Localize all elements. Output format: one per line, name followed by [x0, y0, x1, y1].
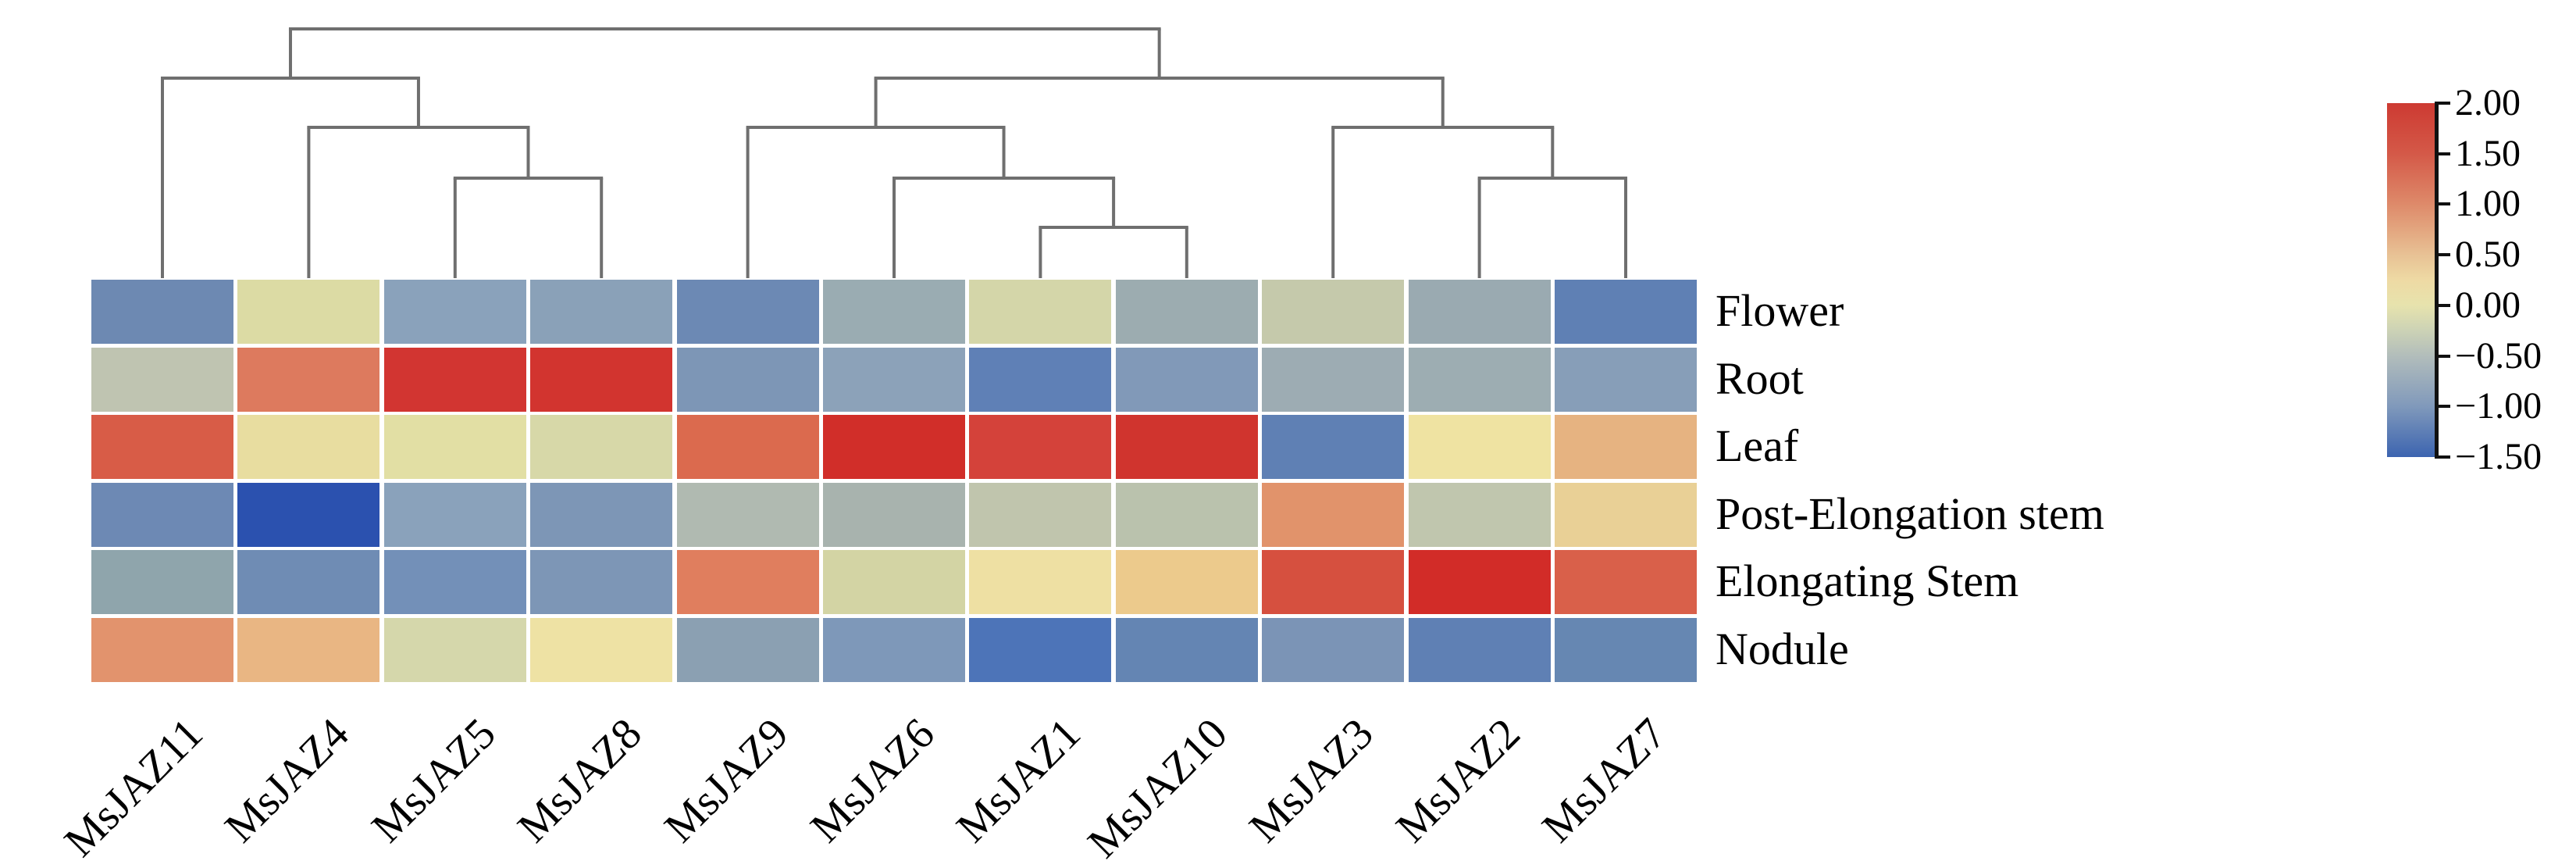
colorbar-tick: [2439, 354, 2450, 358]
heatmap-cell: [1115, 550, 1258, 614]
heatmap-cell: [91, 482, 233, 547]
heatmap-cell: [676, 280, 819, 344]
heatmap-cell: [1115, 415, 1258, 479]
heatmap-cell: [530, 617, 673, 682]
heatmap-cell: [1115, 617, 1258, 682]
heatmap-cell: [1115, 280, 1258, 344]
heatmap-cell: [383, 617, 526, 682]
heatmap-cell: [1408, 482, 1551, 547]
colorbar-tick-label: 2.00: [2455, 82, 2521, 123]
heatmap-cell: [1555, 415, 1697, 479]
heatmap-cell: [1555, 482, 1697, 547]
heatmap-cell: [969, 347, 1112, 412]
heatmap-cell: [530, 280, 673, 344]
colorbar-tick-label: 1.00: [2455, 183, 2521, 225]
heatmap-cell: [237, 482, 380, 547]
colorbar-tick: [2439, 303, 2450, 307]
row-label: Elongating Stem: [1716, 555, 2019, 606]
heatmap-cell: [237, 550, 380, 614]
heatmap-cell: [530, 415, 673, 479]
heatmap-cell: [676, 415, 819, 479]
heatmap-cell: [237, 347, 380, 412]
colorbar-tick-label: −0.50: [2455, 334, 2542, 377]
colorbar-tick-label: −1.50: [2455, 436, 2542, 477]
heatmap-cell: [1555, 347, 1697, 412]
colorbar-tick: [2439, 405, 2450, 409]
colorbar-tick: [2439, 152, 2450, 155]
heatmap-cell: [1262, 347, 1405, 412]
heatmap-cell: [1555, 280, 1697, 344]
heatmap-cell: [383, 482, 526, 547]
row-label: Flower: [1716, 284, 1844, 336]
heatmap-cell: [237, 415, 380, 479]
row-label: Leaf: [1716, 420, 1799, 471]
heatmap-cell: [91, 347, 233, 412]
heatmap-cell: [530, 550, 673, 614]
heatmap-cell: [1408, 347, 1551, 412]
heatmap-cell: [1262, 280, 1405, 344]
heatmap-cell: [823, 617, 965, 682]
heatmap-cell: [823, 482, 965, 547]
heatmap-cell: [91, 415, 233, 479]
heatmap-cell: [1408, 617, 1551, 682]
heatmap-cell: [237, 280, 380, 344]
heatmap-cell: [383, 280, 526, 344]
heatmap-cell: [969, 280, 1112, 344]
heatmap-cell: [91, 550, 233, 614]
colorbar-tick-label: 0.50: [2455, 234, 2521, 276]
heatmap-cell: [237, 617, 380, 682]
colorbar-tick-label: 1.50: [2455, 132, 2521, 174]
heatmap-cell: [91, 617, 233, 682]
heatmap-cell: [1262, 617, 1405, 682]
heatmap-cell: [969, 550, 1112, 614]
heatmap-cell: [823, 347, 965, 412]
heatmap-cell: [91, 280, 233, 344]
heatmap-cell: [969, 415, 1112, 479]
colorbar-tick: [2439, 202, 2450, 206]
heatmap-cell: [530, 482, 673, 547]
heatmap-cell: [1408, 415, 1551, 479]
colorbar-gradient: [2387, 103, 2435, 457]
colorbar-tick: [2439, 253, 2450, 257]
heatmap-cell: [676, 482, 819, 547]
heatmap-cell: [823, 415, 965, 479]
heatmap-cell: [823, 280, 965, 344]
row-label: Root: [1716, 352, 1804, 404]
heatmap-cell: [1115, 347, 1258, 412]
colorbar-tick: [2439, 102, 2450, 105]
row-label: Post-Elongation stem: [1716, 488, 2104, 539]
heatmap-cell: [1262, 550, 1405, 614]
heatmap-cell: [969, 482, 1112, 547]
heatmap-cell: [1262, 482, 1405, 547]
heatmap-cell: [383, 347, 526, 412]
heatmap-cell: [823, 550, 965, 614]
colorbar-tick-label: −1.00: [2455, 385, 2542, 427]
heatmap-cell: [1408, 550, 1551, 614]
heatmap-cell: [383, 415, 526, 479]
heatmap-cell: [969, 617, 1112, 682]
heatmap-cell: [1555, 550, 1697, 614]
heatmap-cell: [1115, 482, 1258, 547]
heatmap-cell: [676, 617, 819, 682]
colorbar-axis-line: [2435, 102, 2439, 459]
heatmap-cell: [530, 347, 673, 412]
heatmap-cell: [1262, 415, 1405, 479]
colorbar-tick: [2439, 455, 2450, 459]
heatmap-cell: [383, 550, 526, 614]
colorbar-tick-label: 0.00: [2455, 284, 2521, 326]
heatmap-cell: [676, 550, 819, 614]
heatmap-cell: [1408, 280, 1551, 344]
heatmap-cell: [1555, 617, 1697, 682]
heatmap-cell: [676, 347, 819, 412]
row-label: Nodule: [1716, 623, 1849, 674]
